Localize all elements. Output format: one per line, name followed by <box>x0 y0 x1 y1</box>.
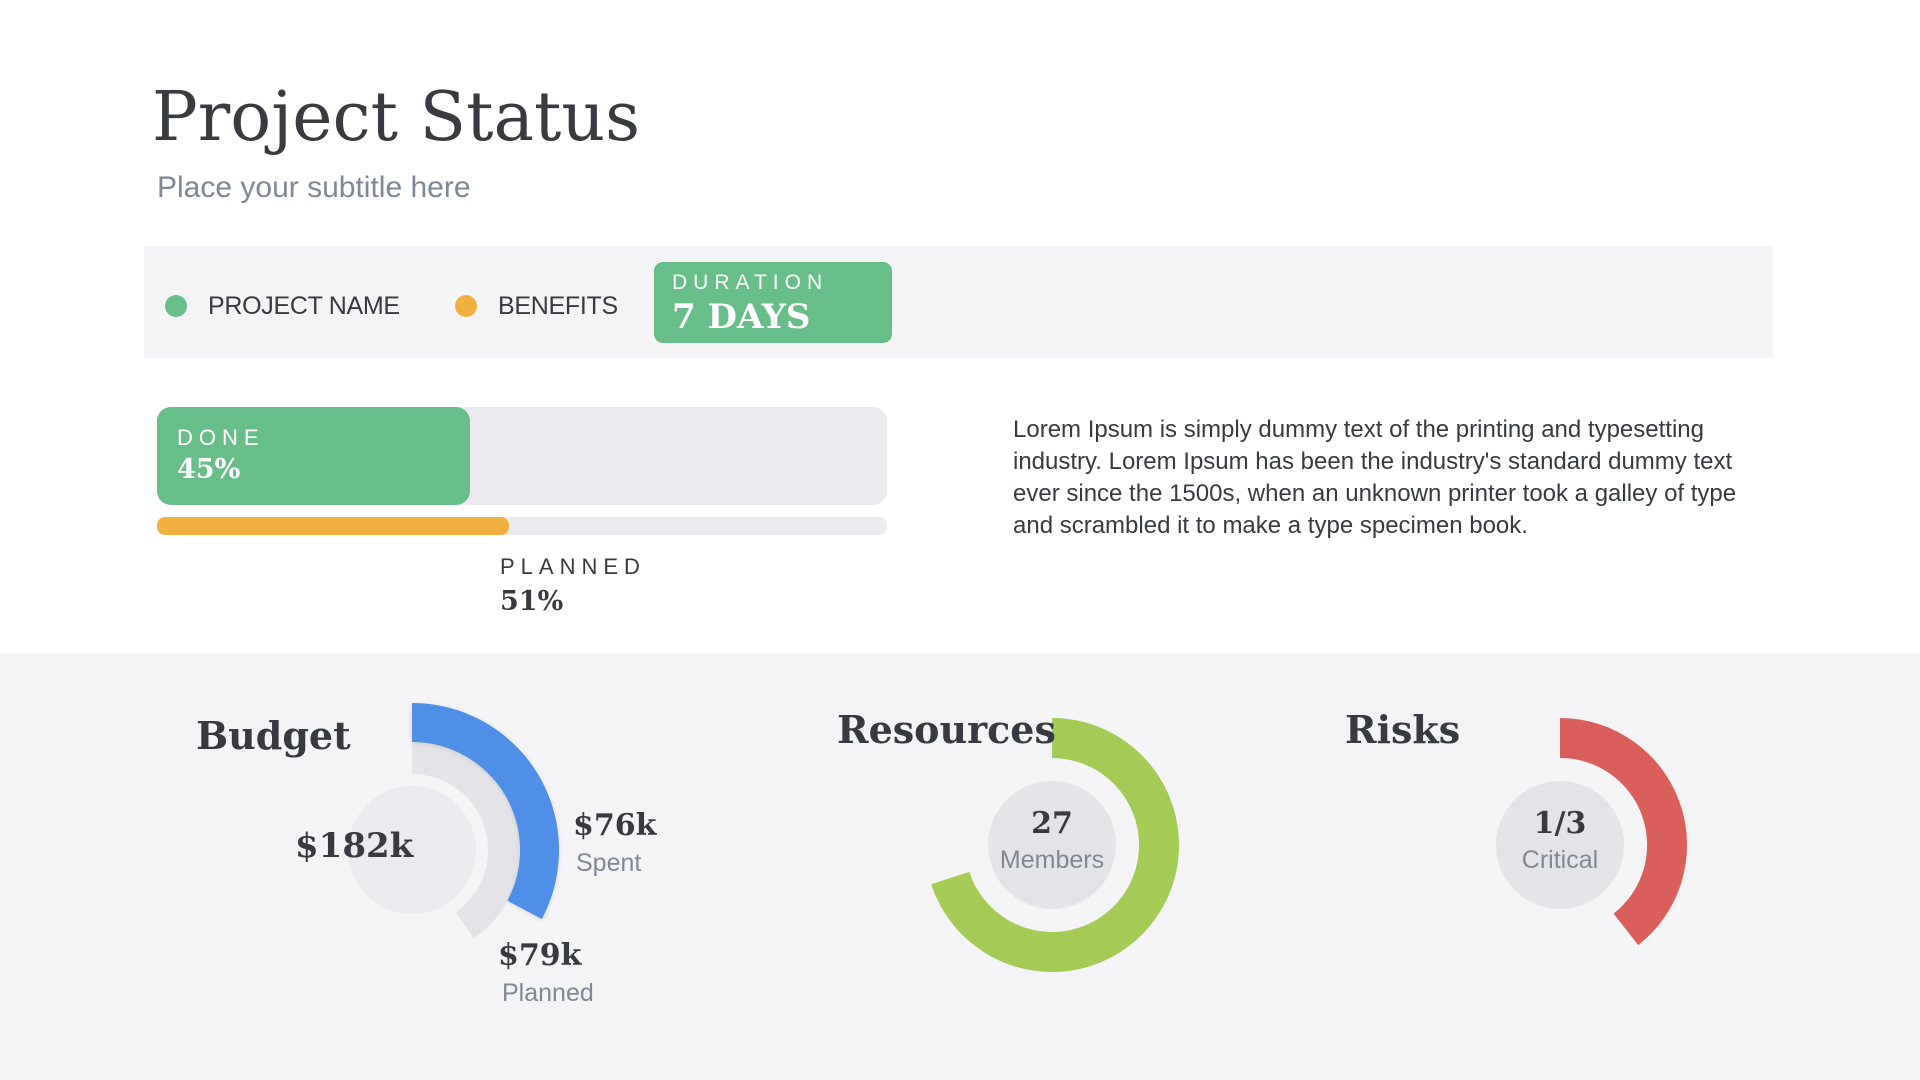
budget-planned-arc <box>412 741 521 939</box>
legend-band: PROJECT NAME BENEFITS DURATION 7 DAYS <box>144 246 1773 358</box>
budget-planned-label: Planned <box>502 979 594 1007</box>
done-value: 45% <box>177 454 241 485</box>
legend-item-benefits: BENEFITS <box>455 291 618 321</box>
legend-label: BENEFITS <box>498 291 618 320</box>
done-progress-bar: DONE 45% <box>157 407 470 505</box>
budget-center-circle <box>348 786 476 914</box>
budget-total-value: $182k <box>295 826 414 866</box>
budget-title: Budget <box>196 713 351 758</box>
risks-value: 1/3 <box>1533 806 1587 841</box>
page-title: Project Status <box>152 78 641 157</box>
done-progress-track: DONE 45% <box>157 407 887 505</box>
planned-caption: PLANNED 51% <box>500 552 646 622</box>
planned-value: 51% <box>500 586 564 617</box>
resources-value: 27 <box>1031 806 1073 841</box>
resources-arc <box>931 718 1179 972</box>
risks-center-circle <box>1496 781 1624 909</box>
planned-label: PLANNED <box>500 554 646 579</box>
budget-spent-label: Spent <box>576 849 642 877</box>
duration-value: 7 DAYS <box>672 297 811 337</box>
resources-center-circle <box>988 781 1116 909</box>
risks-arc <box>1560 718 1688 946</box>
resources-title: Resources <box>837 707 1056 752</box>
planned-progress-bar <box>157 517 509 535</box>
duration-label: DURATION <box>672 271 829 294</box>
planned-progress-track <box>157 517 887 535</box>
page-subtitle: Place your subtitle here <box>157 171 471 204</box>
risks-label: Critical <box>1521 846 1599 874</box>
done-label: DONE <box>177 425 265 450</box>
legend-label: PROJECT NAME <box>208 291 400 320</box>
resources-label: Members <box>999 846 1105 874</box>
duration-badge: DURATION 7 DAYS <box>654 262 892 343</box>
resources-chart <box>931 718 1179 972</box>
budget-spent-arc <box>412 702 560 919</box>
risks-title: Risks <box>1345 707 1461 752</box>
budget-planned-value: $79k <box>498 938 582 973</box>
green-dot-icon <box>165 295 187 317</box>
budget-spent-value: $76k <box>573 808 657 843</box>
budget-chart <box>348 702 560 939</box>
legend-item-project-name: PROJECT NAME <box>165 291 400 321</box>
orange-dot-icon <box>455 295 477 317</box>
description-paragraph: Lorem Ipsum is simply dummy text of the … <box>1013 416 1737 539</box>
risks-chart <box>1496 718 1688 946</box>
